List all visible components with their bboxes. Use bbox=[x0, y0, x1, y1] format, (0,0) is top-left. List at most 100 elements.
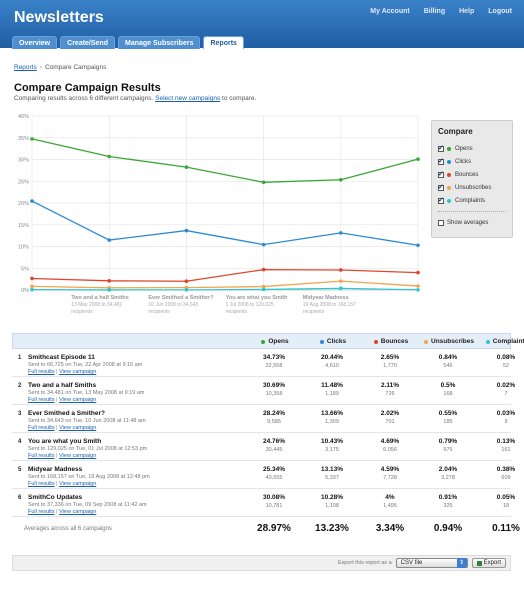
metric-cell-complaints: 0.13% 161 bbox=[477, 438, 524, 453]
legend-item-unsubscribes[interactable]: Unsubscribes bbox=[438, 181, 506, 194]
legend-item-clicks[interactable]: Clicks bbox=[438, 155, 506, 168]
export-format-value: CSV file bbox=[400, 560, 423, 566]
metric-cell-opens: 25.34% 40,655 bbox=[245, 466, 303, 481]
column-header-opens: Opens bbox=[246, 338, 304, 345]
full-results-link[interactable]: Full results bbox=[28, 369, 55, 375]
legend-title: Compare bbox=[438, 127, 473, 136]
legend-item-bounces[interactable]: Bounces bbox=[438, 168, 506, 181]
metric-percent: 13.13% bbox=[320, 466, 344, 473]
campaign-sent-info: Sent to 66,725 on Tue, 22 Apr 2008 at 9:… bbox=[28, 362, 143, 368]
metric-cell-clicks: 10.28% 1,108 bbox=[303, 494, 361, 509]
legend-checkbox-clicks[interactable] bbox=[438, 157, 444, 165]
metric-count: 9,585 bbox=[267, 419, 281, 425]
show-averages-toggle[interactable]: Show averages bbox=[438, 216, 506, 229]
legend-checkbox-complaints[interactable] bbox=[438, 196, 444, 204]
tab-manage-subscribers[interactable]: Manage Subscribers bbox=[118, 36, 201, 49]
x-label-date: 1 Jul 2008 to 129,025 bbox=[226, 302, 274, 308]
data-point-unsubscribes bbox=[339, 279, 343, 283]
data-point-complaints bbox=[184, 288, 189, 292]
metric-percent: 4% bbox=[385, 494, 395, 501]
series-line-complaints bbox=[31, 287, 419, 291]
export-button[interactable]: Export bbox=[471, 558, 506, 568]
metric-count: 701 bbox=[385, 419, 395, 425]
data-point-unsubscribes bbox=[261, 284, 266, 289]
metric-percent: 2.11% bbox=[380, 382, 400, 389]
metric-percent: 0.84% bbox=[438, 354, 458, 361]
tab-create-send[interactable]: Create/Send bbox=[60, 36, 115, 49]
metric-count: 6,056 bbox=[383, 447, 397, 453]
metric-percent: 10.43% bbox=[320, 438, 344, 445]
column-header-unsubscribes: Unsubscribes bbox=[420, 338, 478, 345]
help-link[interactable]: Help bbox=[459, 8, 475, 15]
data-point-opens bbox=[30, 137, 34, 141]
legend-divider bbox=[438, 211, 506, 212]
column-dot-icon bbox=[261, 339, 266, 344]
row-number: 1 bbox=[18, 355, 22, 361]
full-results-link[interactable]: Full results bbox=[28, 453, 55, 459]
view-campaign-link[interactable]: View campaign bbox=[59, 481, 97, 487]
legend-checkbox-unsubscribes[interactable] bbox=[438, 183, 444, 191]
row-links: Full results | View campaign bbox=[28, 453, 97, 459]
metric-cell-bounces: 2.11% 726 bbox=[361, 382, 419, 397]
metric-cell-bounces: 2.02% 701 bbox=[361, 410, 419, 425]
metric-cell-clicks: 13.13% 5,337 bbox=[303, 466, 361, 481]
breadcrumb-reports-link[interactable]: Reports bbox=[14, 64, 37, 71]
logout-link[interactable]: Logout bbox=[488, 8, 512, 15]
tab-overview[interactable]: Overview bbox=[12, 36, 58, 49]
view-campaign-link[interactable]: View campaign bbox=[59, 509, 97, 515]
metric-count: 1,108 bbox=[325, 503, 339, 509]
metric-cell-clicks: 13.66% 1,309 bbox=[303, 410, 361, 425]
metric-cell-complaints: 0.05% 18 bbox=[477, 494, 524, 509]
y-tick-label: 10% bbox=[18, 245, 29, 251]
billing-link[interactable]: Billing bbox=[423, 8, 446, 15]
full-results-link[interactable]: Full results bbox=[28, 425, 55, 431]
y-tick-label: 25% bbox=[18, 179, 29, 185]
export-format-select[interactable]: CSV file ⇕ bbox=[395, 558, 468, 568]
metric-count: 1,495 bbox=[383, 503, 397, 509]
data-point-bounces bbox=[184, 279, 189, 284]
metric-percent: 0.13% bbox=[496, 438, 516, 445]
export-label: Export this report as a bbox=[337, 560, 392, 566]
select-arrows-icon: ⇕ bbox=[456, 558, 467, 568]
campaign-sent-info: Sent to 129,025 on Tue, 01 Jul 2008 at 1… bbox=[28, 446, 148, 452]
metric-percent: 4.69% bbox=[380, 438, 400, 445]
full-results-link[interactable]: Full results bbox=[28, 481, 55, 487]
full-results-link[interactable]: Full results bbox=[28, 509, 55, 515]
select-new-campaigns-link[interactable]: Select new campaigns bbox=[155, 95, 221, 102]
data-point-opens bbox=[261, 180, 266, 185]
metric-count: 10,781 bbox=[265, 503, 283, 509]
view-campaign-link[interactable]: View campaign bbox=[59, 369, 97, 375]
legend-item-opens[interactable]: Opens bbox=[438, 142, 506, 155]
results-header: Opens Clicks Bounces Unsubscribes Complaints bbox=[12, 333, 524, 349]
row-links: Full results | View campaign bbox=[28, 369, 97, 375]
my-account-link[interactable]: My Account bbox=[370, 8, 410, 15]
view-campaign-link[interactable]: View campaign bbox=[59, 397, 97, 403]
x-label-date: 19 Aug 2008 to 168,157 bbox=[303, 302, 356, 308]
row-links: Full results | View campaign bbox=[28, 425, 97, 431]
view-campaign-link[interactable]: View campaign bbox=[59, 425, 97, 431]
subtitle-tail: to compare. bbox=[222, 95, 257, 102]
subtitle-text: Comparing results across 6 different cam… bbox=[14, 95, 154, 102]
metric-count: 975 bbox=[443, 447, 453, 453]
legend-item-complaints[interactable]: Complaints bbox=[438, 194, 506, 207]
row-number: 2 bbox=[18, 383, 22, 389]
row-number: 3 bbox=[18, 411, 22, 417]
view-campaign-link[interactable]: View campaign bbox=[59, 453, 97, 459]
metric-cell-complaints: 0.02% 7 bbox=[477, 382, 524, 397]
metric-cell-unsubscribes: 0.79% 975 bbox=[419, 438, 477, 453]
legend-checkbox-bounces[interactable] bbox=[438, 170, 444, 178]
column-header-clicks: Clicks bbox=[304, 338, 362, 345]
metric-cell-clicks: 10.43% 3,175 bbox=[303, 438, 361, 453]
y-tick-label: 5% bbox=[21, 266, 29, 272]
metric-count: 30,445 bbox=[265, 447, 283, 453]
row-links: Full results | View campaign bbox=[28, 509, 97, 515]
column-header-label: Clicks bbox=[326, 338, 347, 345]
main-tabs: Overview Create/Send Manage Subscribers … bbox=[12, 36, 244, 49]
full-results-link[interactable]: Full results bbox=[28, 397, 55, 403]
show-averages-checkbox[interactable] bbox=[438, 219, 444, 226]
tab-reports[interactable]: Reports bbox=[203, 36, 244, 49]
legend-checkbox-opens[interactable] bbox=[438, 144, 444, 152]
campaign-sent-info: Sent to 34,643 on Tue, 10 Jun 2008 at 11… bbox=[28, 418, 146, 424]
metric-cell-unsubscribes: 0.5% 168 bbox=[419, 382, 477, 397]
average-complaints: 0.11% bbox=[492, 523, 520, 534]
